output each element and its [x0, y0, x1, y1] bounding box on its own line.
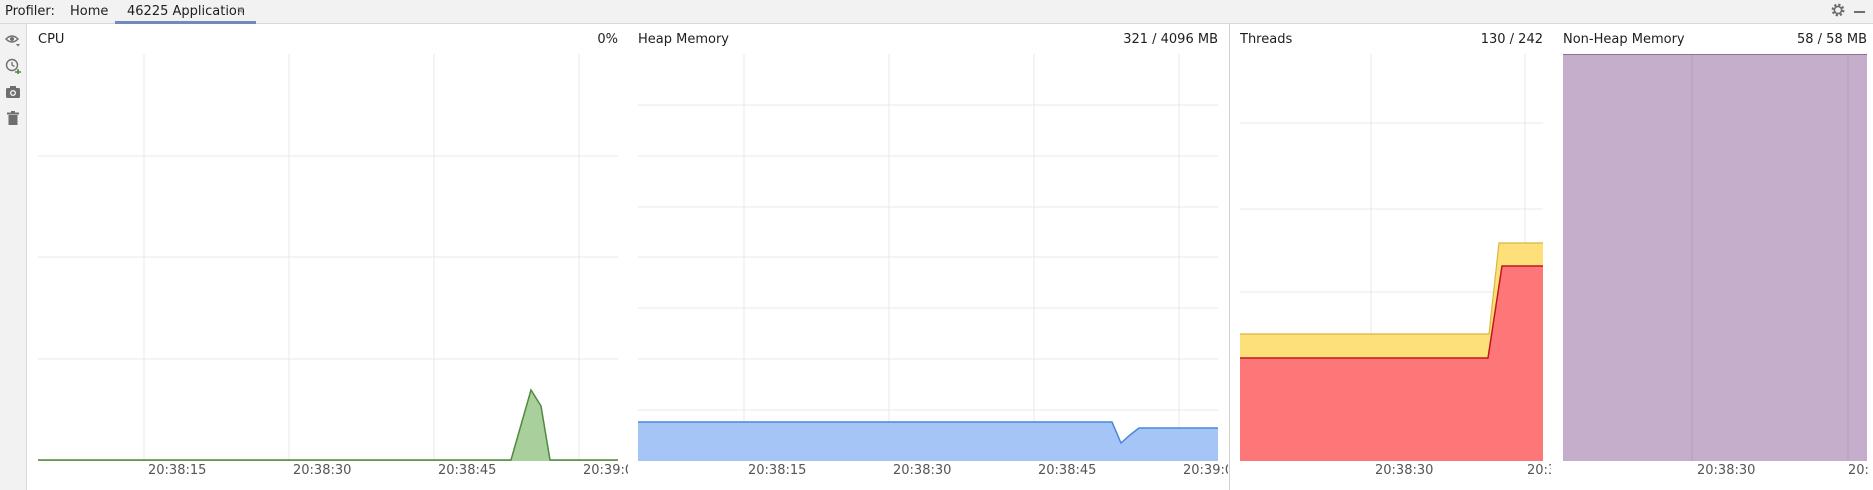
nonheap-chart: [1563, 54, 1867, 461]
cpu-usage-line: [38, 388, 618, 461]
cpu-title: CPU: [38, 32, 65, 47]
gear-icon[interactable]: [1830, 2, 1846, 18]
cpu-tick: 20:39:0: [583, 463, 628, 478]
minimize-icon[interactable]: [1854, 11, 1865, 13]
nonheap-usage-area: [1563, 54, 1867, 461]
threads-chart: [1240, 54, 1543, 461]
heap-usage-line: [638, 421, 1218, 445]
heap-tick: 20:38:30: [893, 463, 952, 478]
heap-grid: [638, 54, 1218, 461]
clock-icon[interactable]: [5, 58, 21, 74]
threads-tick: 20:3: [1527, 463, 1551, 478]
cpu-tick: 20:38:30: [293, 463, 352, 478]
cpu-grid: [38, 54, 618, 461]
nonheap-tick: 20:38:30: [1697, 463, 1756, 478]
threads-total-line: [1240, 242, 1543, 335]
cpu-tick: 20:38:15: [148, 463, 207, 478]
nonheap-grid: [1691, 54, 1849, 461]
active-tab-indicator: [115, 21, 256, 24]
profiler-tab-bar: Profiler: Home 46225 Application ×: [0, 0, 1873, 24]
close-tab-icon[interactable]: ×: [236, 4, 246, 17]
trash-icon[interactable]: [5, 110, 21, 126]
tab-application[interactable]: 46225 Application: [127, 4, 246, 19]
heap-tick: 20:38:15: [748, 463, 807, 478]
heap-title: Heap Memory: [638, 32, 729, 47]
nonheap-value: 58 / 58 MB: [1797, 32, 1867, 47]
threads-tick: 20:38:30: [1375, 463, 1434, 478]
camera-icon[interactable]: [5, 84, 21, 100]
tab-home[interactable]: Home: [70, 4, 109, 19]
nonheap-title: Non-Heap Memory: [1563, 32, 1685, 47]
threads-value: 130 / 242: [1480, 32, 1543, 47]
heap-value: 321 / 4096 MB: [1123, 32, 1218, 47]
heap-chart: [638, 54, 1218, 461]
cpu-value: 0%: [597, 32, 618, 47]
cpu-chart: [38, 54, 618, 461]
nonheap-tick: 20:3: [1848, 463, 1870, 478]
heap-usage-area: [638, 422, 1218, 461]
threads-live-area: [1240, 266, 1543, 461]
panel-divider: [1229, 24, 1230, 490]
heap-tick: 20:38:45: [1038, 463, 1097, 478]
heap-tick: 20:39:0: [1183, 463, 1228, 478]
eye-icon[interactable]: [5, 32, 21, 48]
profiler-toolbar: [0, 24, 27, 490]
cpu-tick: 20:38:45: [438, 463, 497, 478]
cpu-usage-area: [38, 390, 618, 461]
threads-live-line: [1240, 265, 1543, 359]
threads-title: Threads: [1240, 32, 1293, 47]
profiler-label: Profiler:: [5, 4, 55, 19]
